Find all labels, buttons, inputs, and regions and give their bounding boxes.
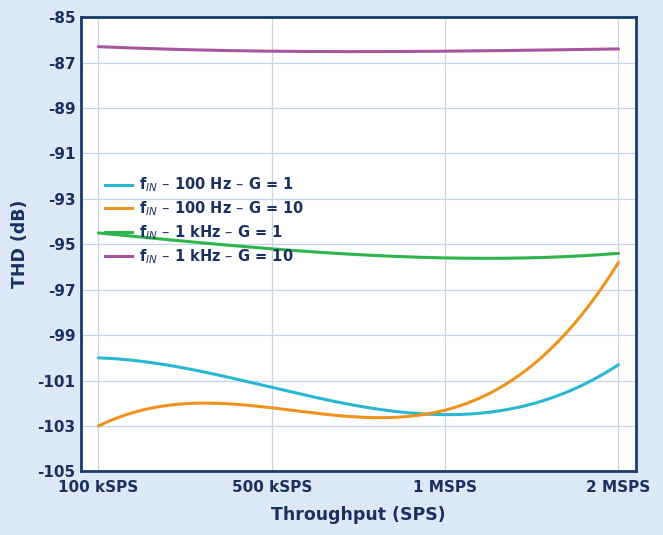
Legend: f$_{IN}$ – 100 Hz – G = 1, f$_{IN}$ – 100 Hz – G = 10, f$_{IN}$ – 1 kHz – G = 1,: f$_{IN}$ – 100 Hz – G = 1, f$_{IN}$ – 10… (99, 170, 310, 272)
X-axis label: Throughput (SPS): Throughput (SPS) (271, 506, 446, 524)
Y-axis label: THD (dB): THD (dB) (11, 200, 29, 288)
